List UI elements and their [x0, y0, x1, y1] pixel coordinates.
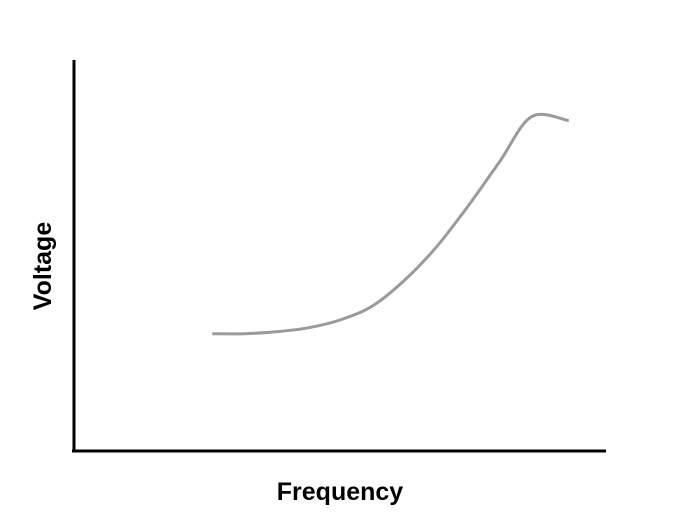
x-axis-label: Frequency [277, 478, 404, 506]
series-layer [212, 112, 570, 336]
y-axis-label: Voltage [29, 222, 57, 311]
series-line-0 [212, 112, 570, 336]
